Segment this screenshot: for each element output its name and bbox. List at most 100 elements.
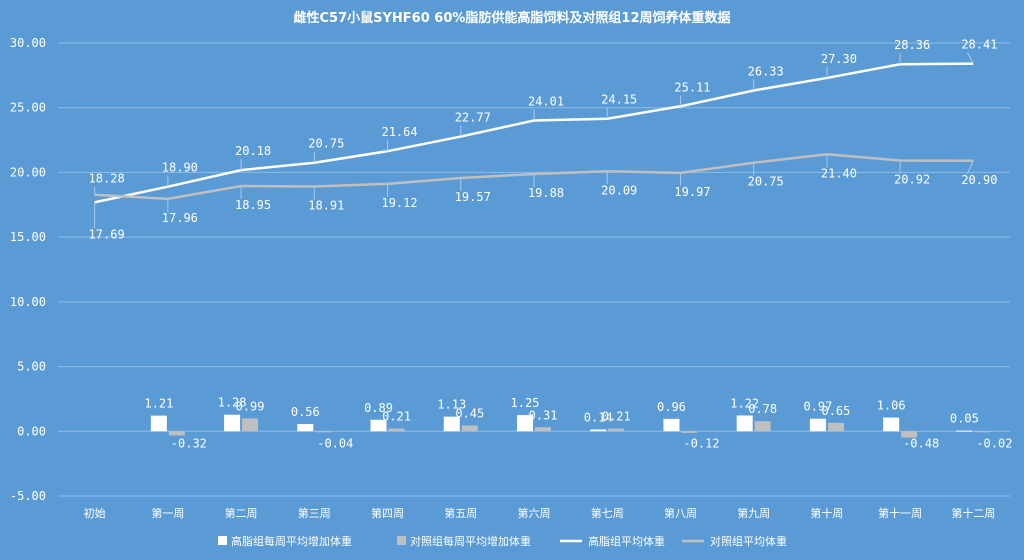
line-data-label: 20.09 (601, 183, 637, 197)
y-tick-label: 30.00 (10, 36, 46, 50)
line-data-label: 21.40 (821, 166, 857, 180)
bar-data-label: 0.96 (657, 400, 686, 414)
line-data-label: 19.88 (528, 186, 564, 200)
line-data-label: 25.11 (674, 80, 710, 94)
bar-data-label: 1.21 (144, 397, 173, 411)
bar-data-label: 0.56 (291, 405, 320, 419)
legend-label: 高脂组每周平均增加体重 (231, 534, 352, 548)
legend-label: 对照组每周平均增加体重 (410, 534, 531, 548)
bar (443, 416, 460, 432)
x-tick-label: 第一周 (151, 506, 184, 520)
bar-data-label: 0.31 (529, 408, 558, 422)
line-data-label: 17.96 (162, 211, 198, 225)
bar-data-label: 0.14 (584, 410, 613, 424)
bar (608, 428, 625, 432)
line-data-label: 28.36 (894, 38, 930, 52)
bar (461, 425, 478, 432)
bar-data-label: 0.21 (382, 410, 411, 424)
line-data-label: 18.91 (308, 199, 344, 213)
y-tick-label: 10.00 (10, 295, 46, 309)
legend-label: 高脂组平均体重 (588, 534, 665, 548)
gridlines (58, 42, 1010, 497)
line-data-label: 27.30 (821, 52, 857, 66)
bar-data-label: 0.45 (455, 406, 484, 420)
x-tick-label: 第十二周 (951, 506, 995, 520)
bar-data-label: -0.04 (317, 436, 353, 450)
x-tick-label: 第七周 (591, 506, 624, 520)
bar (517, 415, 533, 432)
chart-title: 雌性C57小鼠SYHF60 60%脂肪供能高脂饲料及对照组12周饲养体重数据 (294, 10, 731, 26)
bar-series (150, 414, 991, 438)
bar (754, 421, 771, 432)
bar (535, 427, 551, 432)
bar-data-label: 0.05 (950, 412, 979, 426)
line-data-label: 26.33 (748, 65, 784, 79)
x-tick-label: 初始 (84, 506, 106, 520)
line-data-label: 21.64 (381, 125, 417, 139)
bar (809, 418, 826, 432)
line-data-label: 17.69 (89, 227, 125, 241)
line-data-label: 20.90 (961, 173, 997, 187)
x-tick-label: 第九周 (737, 506, 770, 520)
line-data-label: 18.95 (235, 198, 271, 212)
line-data-label: 20.75 (748, 175, 784, 189)
line-series (94, 52, 974, 229)
legend-swatch (218, 536, 227, 545)
bar (883, 417, 900, 432)
bar (736, 415, 753, 432)
bar (242, 418, 259, 432)
leader-line (966, 160, 974, 174)
x-tick-label: 第八周 (664, 506, 697, 520)
y-tick-label: 15.00 (10, 230, 46, 244)
x-tick-label: 第十一周 (878, 506, 922, 520)
line-data-label: 19.97 (674, 185, 710, 199)
bar-data-label: -0.48 (903, 436, 939, 450)
bar-data-label: -0.12 (683, 436, 719, 450)
x-tick-label: 第十周 (810, 506, 843, 520)
data-labels: 1.21 1.28 0.56 0.89 1.13 1.25 0.14 0.96 1.22 0.97… (89, 38, 1013, 451)
line-data-label: 22.77 (455, 111, 491, 125)
line-data-label: 19.57 (455, 190, 491, 204)
x-tick-label: 第五周 (444, 506, 477, 520)
line-data-label: 20.92 (894, 173, 930, 187)
bar-data-label: 0.78 (748, 402, 777, 416)
x-axis-ticks: 初始 第一周 第二周 第三周 第四周 第五周 第六周 第七周 第八周 第九周 第十周 第十一周 第十二周 (84, 506, 996, 520)
bar (956, 430, 973, 432)
line-data-label: 24.01 (528, 95, 564, 109)
bar (168, 431, 185, 436)
bar-data-label: -0.02 (976, 436, 1012, 450)
leader-line (966, 52, 974, 64)
y-axis-ticks: 30.00 25.00 20.00 15.00 10.00 5.00 0.00 -5.00 (10, 36, 46, 503)
y-tick-label: -5.00 (10, 489, 46, 503)
bar-data-label: 0.99 (236, 399, 265, 413)
y-tick-label: 20.00 (10, 165, 46, 179)
bar (370, 419, 387, 432)
bar (663, 418, 680, 432)
x-tick-label: 第三周 (298, 506, 331, 520)
bar-data-label: 0.21 (602, 410, 631, 424)
y-tick-label: 5.00 (17, 360, 46, 374)
bar (388, 428, 405, 432)
bar (150, 415, 167, 432)
legend-swatch (397, 536, 406, 545)
bar-data-label: 0.89 (364, 401, 393, 415)
bar (974, 431, 991, 433)
bar (297, 424, 314, 432)
legend: 高脂组每周平均增加体重 对照组每周平均增加体重 高脂组平均体重 对照组平均体重 (218, 534, 787, 548)
bar (590, 429, 607, 432)
bar-data-label: -0.32 (171, 436, 207, 450)
y-tick-label: 25.00 (10, 101, 46, 115)
bar (315, 431, 332, 433)
x-tick-label: 第二周 (225, 506, 258, 520)
bar-data-label: 0.97 (803, 400, 832, 414)
line-data-label: 24.15 (601, 93, 637, 107)
bar-data-label: 1.25 (511, 396, 540, 410)
line-data-label: 20.18 (235, 144, 271, 158)
bar (224, 414, 241, 432)
legend-label: 对照组平均体重 (710, 534, 787, 548)
line-data-label: 18.90 (162, 161, 198, 175)
line-data-label: 20.75 (308, 137, 344, 151)
bar-data-label: 1.28 (218, 396, 247, 410)
line-data-label: 28.41 (961, 38, 997, 52)
